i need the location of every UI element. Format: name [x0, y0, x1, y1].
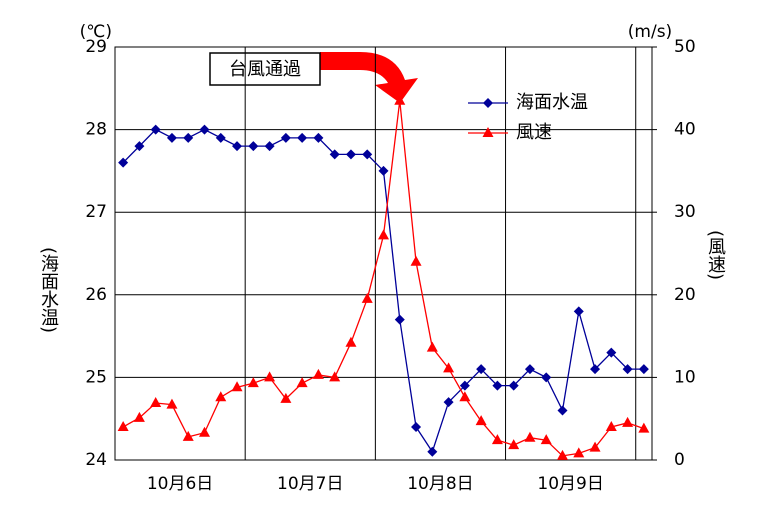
- point: [134, 141, 145, 152]
- point: [150, 397, 162, 408]
- point: [622, 364, 633, 375]
- point: [247, 377, 259, 388]
- point: [182, 430, 194, 441]
- x-tick-label: 10月7日: [277, 474, 343, 494]
- point: [426, 341, 438, 352]
- point: [378, 229, 389, 240]
- y-tick-label: 29: [85, 37, 107, 57]
- series-line: [122, 100, 645, 457]
- annotation-box: [209, 52, 321, 86]
- point: [476, 364, 487, 375]
- y2-tick-label: 0: [674, 450, 685, 470]
- point: [573, 447, 585, 458]
- point: [541, 372, 552, 383]
- y2-tick-label: 30: [674, 202, 696, 222]
- point: [264, 371, 276, 382]
- y2-tick-label: 10: [674, 367, 696, 387]
- point: [573, 306, 584, 317]
- point: [313, 132, 324, 143]
- point: [524, 431, 536, 442]
- point: [329, 371, 341, 382]
- y-tick-label: 25: [85, 367, 107, 387]
- point: [411, 421, 422, 432]
- point: [280, 132, 291, 143]
- point: [199, 426, 210, 437]
- x-tick-label: 10月9日: [537, 474, 603, 494]
- point: [231, 381, 243, 392]
- point: [540, 434, 552, 445]
- legend-label: 海面水温: [516, 92, 588, 113]
- point: [199, 124, 210, 135]
- point: [362, 149, 373, 160]
- x-tick-label: 10月6日: [147, 474, 213, 494]
- point: [345, 336, 357, 347]
- point: [166, 398, 178, 409]
- point: [394, 314, 405, 325]
- y-tick-label: 24: [85, 450, 107, 470]
- y-tick-label: 26: [85, 285, 107, 305]
- point: [491, 434, 503, 445]
- arrow: [320, 52, 418, 103]
- point: [118, 157, 129, 168]
- y-unit: (℃): [80, 22, 112, 42]
- point: [248, 141, 259, 152]
- point: [459, 391, 471, 402]
- point: [312, 368, 324, 379]
- legend-label: 風速: [516, 122, 552, 143]
- point: [215, 132, 226, 143]
- point: [475, 415, 487, 426]
- y2-tick-label: 40: [674, 120, 696, 140]
- y-tick-label: 27: [85, 202, 107, 222]
- point: [361, 292, 373, 303]
- point: [459, 380, 470, 391]
- point: [264, 141, 275, 152]
- point: [215, 391, 227, 402]
- x-tick-label: 10月8日: [407, 474, 473, 494]
- point: [133, 411, 145, 422]
- annotation: 台風通過: [229, 59, 301, 80]
- point: [345, 149, 356, 160]
- point: [605, 420, 617, 431]
- point: [329, 149, 340, 160]
- point: [280, 392, 292, 403]
- legend: [460, 85, 622, 151]
- y2-axis-label: (風速): [705, 230, 726, 280]
- point: [638, 364, 649, 375]
- y-tick-label: 28: [85, 120, 107, 140]
- point: [557, 405, 568, 416]
- point: [427, 446, 438, 457]
- point: [557, 449, 568, 460]
- y2-tick-label: 20: [674, 285, 696, 305]
- series-line: [122, 128, 644, 454]
- point: [606, 347, 617, 358]
- point: [443, 362, 455, 373]
- point: [508, 380, 519, 391]
- point: [590, 364, 601, 375]
- point: [410, 255, 422, 266]
- point: [296, 377, 308, 388]
- point: [183, 132, 194, 143]
- point: [622, 416, 634, 427]
- point: [117, 420, 129, 431]
- point: [232, 141, 243, 152]
- point: [394, 94, 406, 105]
- point: [378, 165, 389, 176]
- point: [150, 124, 161, 135]
- point: [492, 380, 503, 391]
- point: [508, 439, 520, 450]
- y-axis-label: (海面水温): [38, 247, 59, 333]
- point: [166, 132, 177, 143]
- point: [589, 441, 601, 452]
- point: [524, 364, 535, 375]
- y2-unit: (m/s): [628, 22, 672, 42]
- legend-marker: [483, 98, 493, 108]
- point: [297, 132, 308, 143]
- y2-tick-label: 50: [674, 37, 696, 57]
- legend-marker: [482, 127, 494, 137]
- point: [638, 422, 650, 433]
- point: [443, 397, 454, 408]
